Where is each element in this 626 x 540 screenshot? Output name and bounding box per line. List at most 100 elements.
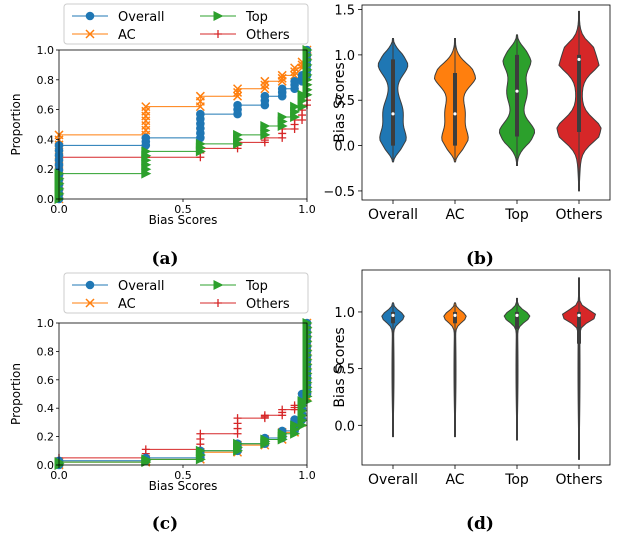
cdf-point — [277, 70, 287, 80]
x-axis-label: Bias Scores — [149, 213, 218, 227]
violin-median-dot — [577, 313, 581, 317]
legend-label: Others — [246, 28, 290, 43]
x-tick-label: 0.0 — [50, 203, 68, 216]
x-tick-label: 0.5 — [174, 469, 192, 482]
cdf-markers-overall — [54, 45, 312, 204]
cdf-point — [260, 120, 271, 131]
cdf-point — [290, 101, 301, 112]
x-tick-label: Top — [504, 207, 529, 223]
cdf-point — [141, 445, 150, 454]
legend-item-overall: Overall — [72, 10, 164, 25]
y-tick-label: 1.0 — [37, 44, 55, 57]
legend-label: AC — [118, 297, 136, 312]
violin-median-dot — [391, 313, 395, 317]
cdf-panel-a: 0.0 0.2 0.4 0.6 0.8 1.0 0.0 0.5 1.0 Bias Scores Pr… — [9, 3, 316, 227]
legend-label: Overall — [118, 10, 164, 25]
plot-frame — [361, 269, 611, 466]
caption-c: (c) — [152, 514, 178, 534]
cdf-point — [290, 420, 301, 431]
plot-frame — [58, 49, 308, 200]
cdf-point — [141, 133, 151, 143]
cdf-point — [260, 84, 270, 94]
cdf-line-overall — [58, 50, 308, 199]
y-tick-label: 1.0 — [334, 306, 355, 321]
cdf-point — [233, 87, 243, 97]
violin-panel-b: −0.5 0.0 0.5 1.0 1.5 Overall AC Top Others Bias S… — [323, 4, 611, 223]
legend-marker — [85, 29, 95, 39]
cdf-point — [290, 76, 299, 86]
plot-frame — [361, 4, 611, 201]
legend-item-overall: Overall — [72, 279, 164, 294]
y-tick-label: −0.5 — [323, 185, 355, 200]
legend-box — [63, 272, 309, 314]
cdf-point — [196, 109, 205, 119]
legend-marker — [85, 298, 95, 308]
cdf-point — [233, 129, 244, 140]
legend-label: Top — [245, 10, 268, 25]
y-tick-label: 0.0 — [37, 459, 55, 472]
cdf-point — [195, 91, 205, 101]
legend-marker — [214, 299, 222, 307]
y-tick-label: 1.0 — [334, 49, 355, 64]
cdf-markers-top — [54, 45, 313, 204]
cdf-point — [196, 429, 205, 438]
y-tick-label: 0.0 — [334, 419, 355, 434]
cdf-point — [302, 45, 313, 55]
legend-item-others: Others — [200, 28, 290, 43]
y-tick-label: 0.4 — [37, 402, 55, 415]
cdf-markers-ac — [54, 45, 312, 204]
legend-label: Overall — [118, 279, 164, 294]
x-tick-label: Others — [555, 207, 602, 223]
y-tick-label: 0.5 — [334, 363, 355, 378]
legend-item-top: Top — [200, 279, 268, 294]
cdf-point — [260, 76, 270, 86]
violin-median-dot — [577, 57, 581, 62]
x-tick-label: AC — [445, 207, 464, 223]
x-tick-label: Overall — [368, 207, 418, 223]
legend: Overall AC Top Others — [63, 272, 309, 314]
y-tick-label: 1.5 — [334, 4, 355, 19]
legend-marker — [213, 280, 224, 290]
cdf-line-top — [58, 50, 308, 199]
cdf-markers-overall — [54, 318, 312, 470]
x-tick-label: Overall — [368, 472, 418, 488]
violin-median-dot — [453, 112, 457, 116]
y-axis-label: Proportion — [9, 363, 23, 425]
legend-item-ac: AC — [72, 297, 136, 312]
violin-median-dot — [515, 89, 519, 93]
cdf-markers-others — [55, 319, 311, 469]
cdf-point — [260, 434, 271, 445]
legend-box — [63, 3, 309, 45]
cdf-point — [141, 102, 151, 112]
cdf-line-others — [58, 50, 308, 199]
legend-label: AC — [118, 28, 136, 43]
y-tick-label: 0.8 — [37, 345, 55, 358]
legend-marker — [214, 30, 222, 38]
y-axis-label: Bias Scores — [332, 62, 348, 142]
legend-label: Others — [246, 297, 290, 312]
cdf-line-ac — [58, 50, 308, 199]
cdf-point — [260, 80, 270, 90]
y-axis-label: Proportion — [9, 94, 23, 156]
cdf-point — [277, 73, 287, 83]
x-tick-label: AC — [445, 472, 464, 488]
cdf-point — [141, 146, 152, 157]
cdf-panel-c: 0.0 0.2 0.4 0.6 0.8 1.0 0.0 0.5 1.0 Bias Scores Pr… — [9, 272, 316, 493]
legend-item-ac: AC — [72, 28, 136, 43]
y-tick-label: 0.2 — [37, 163, 55, 176]
cdf-point — [233, 91, 243, 101]
legend-item-top: Top — [200, 10, 268, 25]
cdf-point — [290, 401, 299, 410]
legend-marker — [213, 11, 224, 21]
violin-panel-d: 0.0 0.5 1.0 Overall AC Top Others Bias Scores — [332, 269, 611, 488]
cdf-point — [233, 414, 242, 423]
x-tick-label: 1.0 — [298, 469, 316, 482]
x-tick-label: 0.5 — [174, 203, 192, 216]
cdf-point — [233, 84, 243, 94]
cdf-point — [233, 438, 244, 449]
cdf-point — [290, 67, 300, 77]
cdf-point — [195, 445, 206, 456]
cdf-markers-ac — [54, 318, 312, 470]
cdf-point — [302, 318, 313, 328]
